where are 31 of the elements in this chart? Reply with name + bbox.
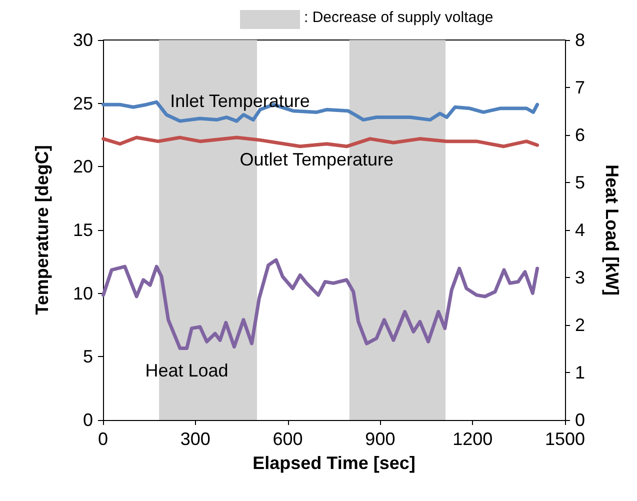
y2-tick-label: 3 bbox=[575, 268, 586, 288]
y-tick-label: 20 bbox=[72, 156, 93, 177]
y2-tick-label: 8 bbox=[575, 30, 586, 50]
y2-tick-label: 6 bbox=[575, 125, 586, 145]
y-tick-label: 30 bbox=[72, 30, 93, 50]
series-label: Heat Load bbox=[145, 360, 228, 380]
y2-tick-label: 5 bbox=[575, 172, 586, 192]
series-label: Outlet Temperature bbox=[240, 150, 394, 170]
line-series bbox=[102, 258, 540, 350]
y2-tick-label: 7 bbox=[575, 78, 586, 98]
y-tick-label: 10 bbox=[72, 283, 93, 304]
y-tick-label: 15 bbox=[72, 220, 93, 240]
y2-tick-label: 0 bbox=[575, 410, 586, 430]
y2-tick-label: 1 bbox=[575, 362, 586, 382]
x-tick-label: 900 bbox=[365, 429, 396, 449]
y2-tick-label: 4 bbox=[575, 220, 586, 240]
x-tick-label: 300 bbox=[180, 429, 210, 449]
legend-label: : Decrease of supply voltage bbox=[304, 9, 494, 26]
x-axis-title: Elapsed Time [sec] bbox=[252, 453, 416, 473]
x-tick-label: 600 bbox=[272, 429, 303, 449]
series-label: Inlet Temperature bbox=[170, 91, 310, 112]
y-axis-title: Temperature [degC] bbox=[32, 145, 52, 315]
x-tick-label: 0 bbox=[98, 429, 108, 449]
y-tick-label: 25 bbox=[72, 93, 93, 114]
x-tick-label: 1500 bbox=[544, 429, 586, 449]
y2-tick-label: 2 bbox=[575, 315, 586, 335]
x-tick-label: 1200 bbox=[452, 429, 493, 449]
y-tick-label: 5 bbox=[82, 346, 93, 367]
line-series bbox=[102, 136, 540, 148]
y-tick-label: 0 bbox=[82, 410, 93, 430]
y2-axis-title: Heat Load [kW] bbox=[602, 164, 622, 296]
